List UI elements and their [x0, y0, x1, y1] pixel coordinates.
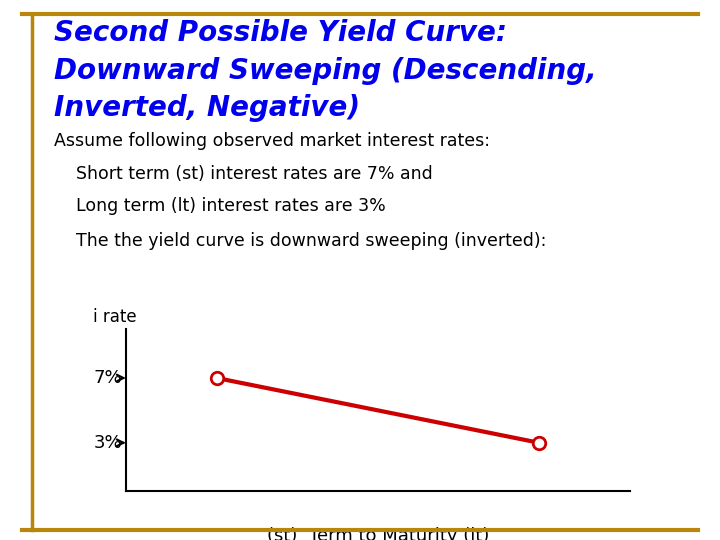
Text: Long term (lt) interest rates are 3%: Long term (lt) interest rates are 3%: [54, 197, 386, 215]
Text: Assume following observed market interest rates:: Assume following observed market interes…: [54, 132, 490, 150]
Text: Second Possible Yield Curve:: Second Possible Yield Curve:: [54, 19, 507, 47]
Text: The the yield curve is downward sweeping (inverted):: The the yield curve is downward sweeping…: [54, 232, 546, 250]
Text: i rate: i rate: [93, 308, 137, 326]
Text: Short term (st) interest rates are 7% and: Short term (st) interest rates are 7% an…: [54, 165, 433, 183]
Text: 7%: 7%: [93, 369, 122, 387]
Text: Inverted, Negative): Inverted, Negative): [54, 94, 360, 123]
Text: (st)  Term to Maturity (lt): (st) Term to Maturity (lt): [267, 527, 489, 540]
Text: Downward Sweeping (Descending,: Downward Sweeping (Descending,: [54, 57, 597, 85]
Text: 3%: 3%: [93, 434, 122, 452]
